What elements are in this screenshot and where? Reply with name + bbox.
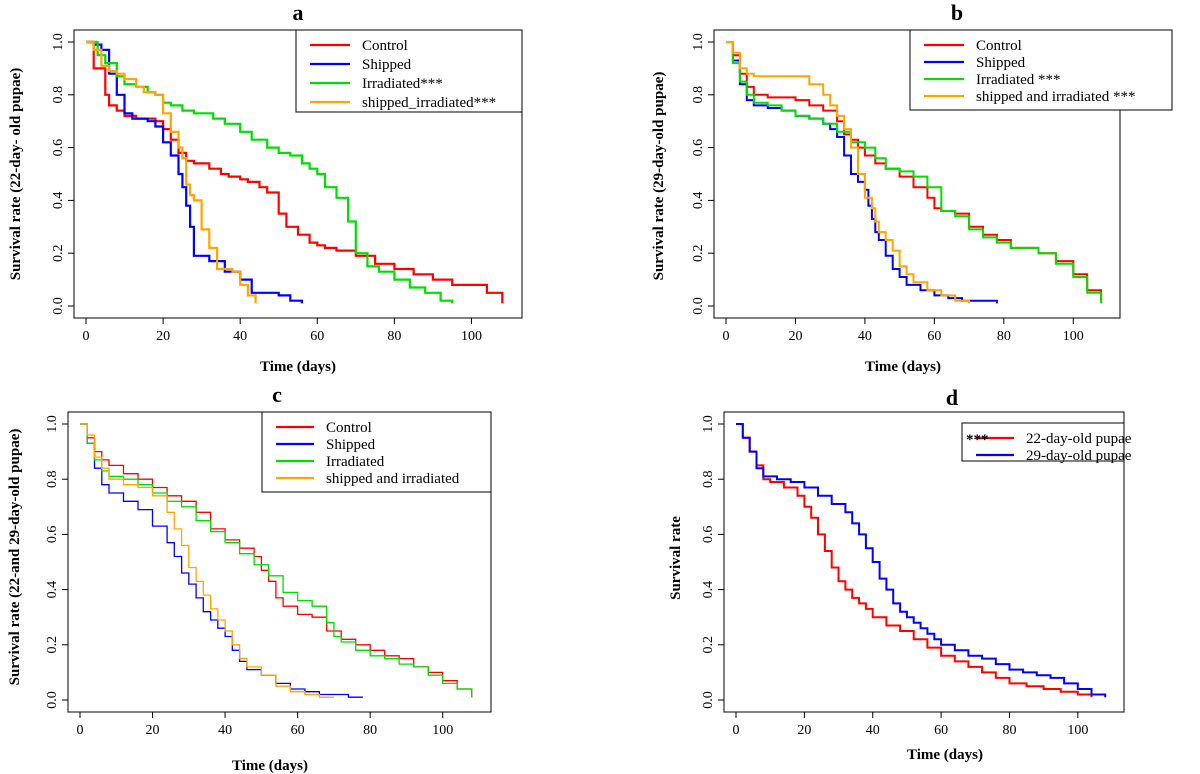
y-tick-label: 0.4 (701, 581, 716, 599)
y-tick-label: 0.4 (691, 192, 706, 210)
x-axis-title: Time (days) (907, 747, 983, 763)
chart-panel-d: 0 20 40 60 80 100 0.0 0.2 0.4 0.6 0.8 1.0 d Time (day… (668, 385, 1132, 763)
y-tick-label: 0.4 (51, 192, 66, 210)
series-line-irradiated (726, 41, 1103, 304)
x-tick-label: 40 (233, 329, 247, 344)
panel-label: d (946, 385, 958, 410)
x-tick-label: 100 (461, 329, 482, 344)
panel-label: a (293, 0, 304, 25)
legend-entry: Shipped (976, 55, 1026, 71)
legend-entry: shipped_irradiated*** (362, 95, 496, 111)
legend-entry: Control (326, 420, 372, 436)
panel-label: b (951, 0, 963, 25)
x-tick-label: 20 (788, 329, 802, 344)
x-tick-label: 40 (218, 723, 232, 738)
x-tick-label: 20 (797, 723, 811, 738)
x-tick-label: 60 (934, 723, 948, 738)
y-tick-label: 1.0 (51, 33, 66, 51)
legend-box (261, 411, 492, 493)
x-tick-label: 80 (1002, 723, 1016, 738)
x-tick-label: 100 (1067, 723, 1088, 738)
series-line-shipped (86, 40, 303, 304)
y-tick-label: 0.0 (51, 297, 66, 315)
series-line-shipped-and-irradiated (80, 423, 334, 698)
y-tick-label: 0.2 (691, 244, 706, 262)
y-axis-title: Survival rate (29-day-old pupae) (651, 72, 667, 281)
y-tick-label: 0.8 (45, 470, 60, 488)
series-line-shipped-irradiated (86, 40, 257, 304)
y-tick-label: 0.0 (45, 691, 60, 709)
x-tick-label: 20 (146, 723, 160, 738)
y-axis-title: Survival rate (22-day- old pupae) (8, 68, 24, 281)
x-tick-label: 0 (77, 723, 84, 738)
legend-entry: Control (976, 38, 1022, 54)
x-tick-label: 0 (723, 329, 730, 344)
series-line-29-day-old-pupae (736, 423, 1107, 698)
legend-significance-marker: *** (966, 432, 989, 448)
x-tick-label: 40 (866, 723, 880, 738)
legend-entry: Irradiated *** (976, 72, 1061, 88)
x-tick-label: 60 (927, 329, 941, 344)
y-tick-label: 0.6 (45, 526, 60, 544)
y-tick-label: 0.6 (691, 139, 706, 157)
legend-entry: 29-day-old pupae (1026, 448, 1132, 464)
x-axis-title: Time (days) (260, 359, 336, 375)
plot-frame (723, 411, 1125, 713)
y-tick-label: 0.2 (51, 244, 66, 262)
x-tick-label: 20 (156, 329, 170, 344)
y-axis-title: Survival rate (22-and 29-day-old pupae) (7, 429, 23, 686)
y-tick-label: 0.8 (691, 86, 706, 104)
legend-entry: Irradiated (326, 454, 385, 470)
y-tick-label: 0.0 (701, 691, 716, 709)
x-tick-label: 0 (733, 723, 740, 738)
y-tick-label: 1.0 (45, 415, 60, 433)
x-tick-label: 40 (858, 329, 872, 344)
legend-entry: shipped and irradiated (326, 471, 460, 487)
y-tick-label: 0.6 (701, 526, 716, 544)
y-tick-label: 0.4 (45, 581, 60, 599)
legend-entry: shipped and irradiated *** (976, 89, 1136, 105)
x-tick-label: 80 (387, 329, 401, 344)
x-tick-label: 80 (997, 329, 1011, 344)
legend-entry: Irradiated*** (362, 76, 443, 92)
legend: Control Shipped Irradiated*** shipped_irrad… (295, 29, 523, 113)
x-tick-label: 60 (291, 723, 305, 738)
series-line-irradiated (86, 40, 454, 304)
y-tick-label: 1.0 (691, 33, 706, 51)
y-tick-label: 1.0 (701, 415, 716, 433)
y-tick-label: 0.8 (51, 86, 66, 104)
x-tick-label: 0 (83, 329, 90, 344)
series-line-shipped (726, 41, 998, 304)
legend-entry: 22-day-old pupae (1026, 431, 1132, 447)
legend-entry: Shipped (326, 437, 376, 453)
series-line-22-day-old-pupae (736, 423, 1093, 698)
y-tick-label: 0.2 (45, 636, 60, 654)
y-tick-label: 0.8 (701, 470, 716, 488)
y-axis-title: Survival rate (668, 516, 684, 600)
x-tick-label: 100 (432, 723, 453, 738)
chart-panel-a: 0 20 40 60 80 100 0.0 0.2 0.4 0.6 0.8 1.0 a Time (day… (8, 0, 523, 375)
x-tick-label: 60 (310, 329, 324, 344)
panel-label: c (272, 382, 282, 407)
series-line-shipped-and-irradiated (726, 41, 971, 304)
legend-entry: Control (362, 38, 408, 54)
legend-entry: Shipped (362, 57, 412, 73)
x-axis-title: Time (days) (865, 359, 941, 375)
x-axis-title: Time (days) (232, 758, 308, 774)
y-tick-label: 0.6 (51, 139, 66, 157)
y-tick-label: 0.2 (701, 636, 716, 654)
x-tick-label: 80 (363, 723, 377, 738)
y-tick-label: 0.0 (691, 297, 706, 315)
chart-panel-b: 0 20 40 60 80 100 0.0 0.2 0.4 0.6 0.8 1.0 b Time (day… (651, 0, 1173, 375)
x-tick-label: 100 (1063, 329, 1084, 344)
chart-panel-c: 0 20 40 60 80 100 0.0 0.2 0.4 0.6 0.8 1.0 c Time (day… (7, 382, 492, 774)
legend-box (295, 29, 523, 113)
series-line-shipped (80, 423, 363, 698)
